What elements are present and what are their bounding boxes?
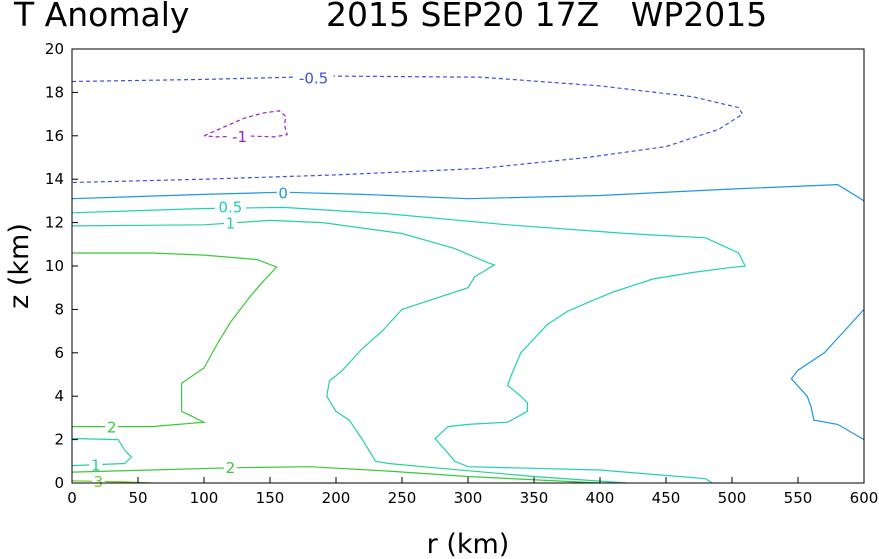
- contour-line: [72, 252, 278, 428]
- contour-label: -1: [232, 128, 247, 146]
- chart-subtitle: 2015 SEP20 17Z WP2015: [326, 0, 767, 34]
- contour-label: 2: [226, 459, 236, 477]
- y-tick-label: 8: [54, 300, 64, 318]
- y-tick-label: 12: [45, 214, 64, 232]
- x-tick-label: 350: [520, 489, 549, 507]
- x-tick-label: 600: [850, 489, 879, 507]
- contour-label-mask: [293, 69, 334, 87]
- contour-label: 0: [278, 184, 288, 202]
- contour-label-mask: [276, 184, 290, 202]
- x-tick-label: 50: [128, 489, 147, 507]
- x-tick-label: 500: [718, 489, 747, 507]
- chart-title: T Anomaly: [14, 0, 190, 34]
- contour-line: [71, 206, 747, 484]
- contour-line: [71, 183, 865, 202]
- contour-label-mask: [89, 456, 103, 474]
- x-tick-label: 150: [256, 489, 285, 507]
- y-tick-label: 2: [54, 431, 64, 449]
- y-tick-label: 4: [54, 387, 64, 405]
- contour-label: 1: [91, 457, 101, 475]
- contour-label: 0.5: [218, 198, 242, 216]
- x-tick-label: 450: [652, 489, 681, 507]
- contour-line: [790, 308, 865, 441]
- x-axis-title: r (km): [427, 529, 510, 559]
- x-tick-label: 550: [784, 489, 813, 507]
- storm-id: WP2015: [630, 0, 768, 34]
- contour-label-mask: [91, 472, 105, 490]
- y-tick-label: 16: [45, 127, 64, 145]
- contour-label-mask: [228, 127, 251, 145]
- x-tick-label: 100: [190, 489, 219, 507]
- contour-label: -0.5: [299, 69, 328, 87]
- x-tick-label: 250: [388, 489, 417, 507]
- contour-label: 3: [94, 473, 104, 491]
- contour-line: [71, 437, 133, 467]
- contour-line: [71, 219, 627, 484]
- contour-line: [71, 75, 744, 184]
- x-tick-label: 400: [586, 489, 615, 507]
- y-axis-title: z (km): [4, 223, 35, 309]
- y-tick-label: 20: [45, 40, 64, 58]
- contour-label: 2: [107, 419, 117, 437]
- y-tick-label: 10: [45, 257, 64, 275]
- axes-layer: 0 50 100 150 200 250 300 350 400 450 500 550 6000246…: [45, 40, 878, 507]
- y-tick-label: 14: [45, 170, 64, 188]
- contour-label-mask: [214, 198, 246, 216]
- contour-label-mask: [223, 214, 237, 232]
- x-tick-label: 0: [67, 489, 77, 507]
- contour-label-mask: [223, 458, 237, 476]
- y-tick-label: 18: [45, 83, 64, 101]
- contour-label-mask: [105, 418, 119, 436]
- y-tick-label: 0: [54, 474, 64, 492]
- x-tick-label: 200: [322, 489, 351, 507]
- contour-label: 1: [226, 215, 236, 233]
- x-tick-label: 300: [454, 489, 483, 507]
- y-tick-label: 6: [54, 344, 64, 362]
- contour-line: [71, 466, 601, 484]
- timestamp: 2015 SEP20 17Z: [326, 0, 600, 34]
